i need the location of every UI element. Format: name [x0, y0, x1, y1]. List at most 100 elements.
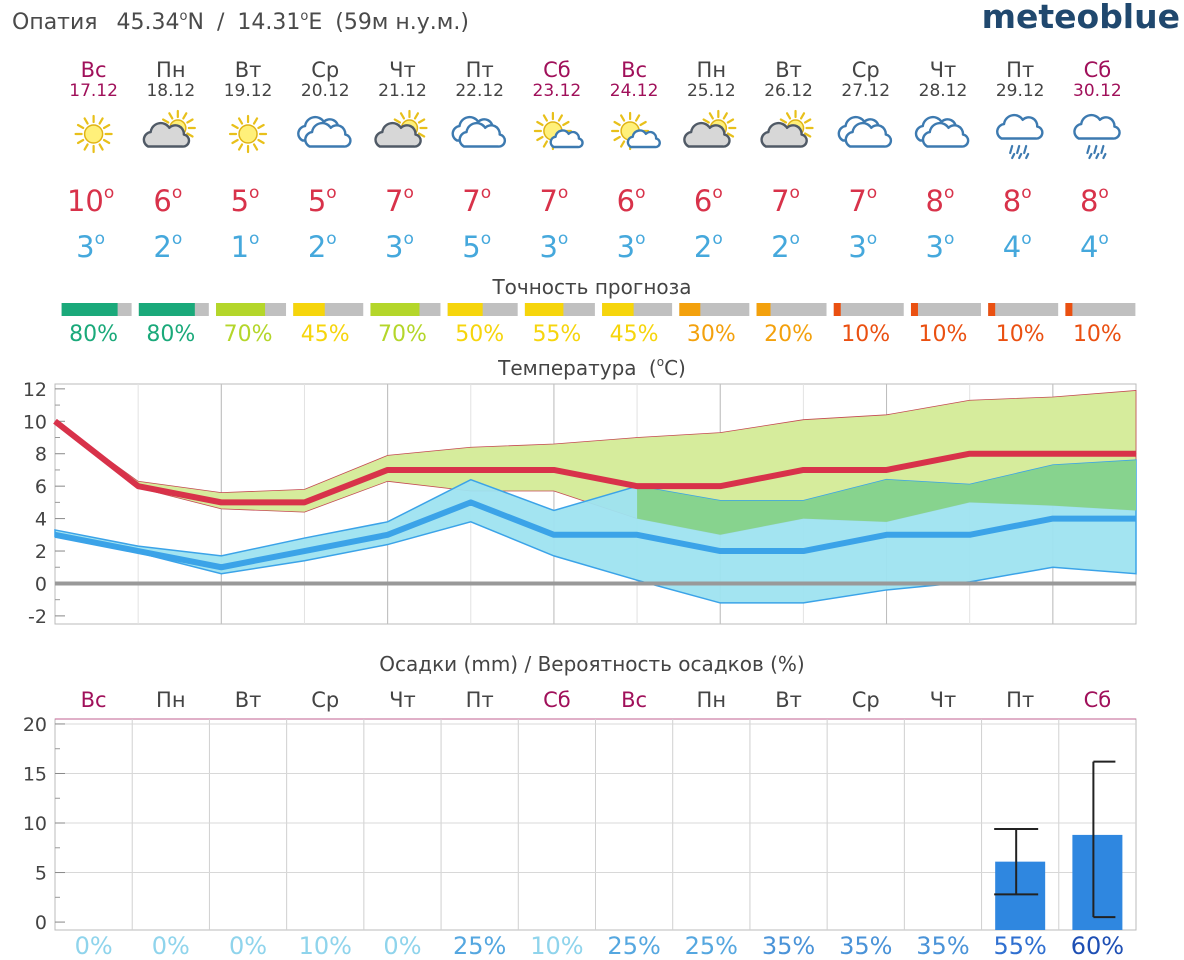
day-date: 21.12	[378, 81, 427, 101]
max-temp: 6o	[153, 183, 182, 218]
temperature-unit-letter: C)	[664, 356, 686, 380]
min-temp-point	[886, 534, 888, 536]
precipitation-probability: 0%	[383, 932, 421, 960]
sun-cloud-icon	[683, 109, 737, 148]
sun-ray	[413, 112, 420, 120]
max-temp-value: 10	[67, 184, 104, 218]
rain-drop	[1025, 152, 1030, 160]
max-temp-value: 7	[462, 184, 480, 218]
precip-day-name: Сб	[543, 688, 571, 712]
temperature-chart: -2 0 2 4 6 8 10 12	[23, 379, 1137, 628]
min-temp-point	[54, 534, 56, 536]
sun-ray	[231, 123, 239, 130]
temperature-title-text: Температура	[497, 356, 636, 380]
coord-separator: /	[217, 10, 225, 35]
sun-ray	[237, 143, 244, 151]
min-temp-point	[1135, 518, 1137, 520]
sun-cloud-icon	[142, 109, 196, 148]
sun-ray	[161, 118, 170, 124]
max-temp-point	[470, 469, 472, 471]
precipitation-probability: 35%	[762, 932, 815, 960]
precipitation-probability: 60%	[1071, 932, 1124, 960]
lat-hemisphere: N	[187, 10, 203, 35]
day-name: Пт	[466, 58, 494, 82]
accuracy-value: 80%	[69, 322, 118, 347]
accuracy-bar-fill	[679, 303, 701, 316]
precipitation-title: Осадки (mm) / Вероятность осадков (%)	[379, 652, 804, 676]
sun-ray	[620, 140, 626, 148]
sun-ray	[557, 114, 563, 122]
min-temp-value: 3	[926, 230, 944, 264]
accuracy-value: 45%	[610, 322, 659, 347]
max-temp-degree: o	[104, 183, 114, 203]
temperature-tick-label: 12	[23, 379, 47, 401]
max-temp: 5o	[231, 183, 260, 218]
cloud-shape	[458, 121, 506, 148]
min-temp-degree: o	[635, 229, 645, 249]
max-temp-degree: o	[481, 183, 491, 203]
min-temp-degree: o	[1098, 229, 1108, 249]
sun-ray	[231, 138, 239, 145]
precip-day-name: Вс	[81, 688, 107, 712]
rain-drop	[1016, 144, 1021, 155]
min-temp: 5o	[462, 229, 491, 264]
max-temp: 6o	[617, 183, 646, 218]
overlap-range-band	[637, 460, 1136, 535]
sun-ray	[83, 143, 89, 151]
max-temp-value: 5	[308, 184, 326, 218]
sun-cloud-icon	[374, 109, 428, 148]
precipitation-probability: 35%	[916, 932, 969, 960]
day-columns: Вс17.1210o3oПн18.126o2oВт19.125o1oСр20.1…	[67, 58, 1122, 264]
max-temp-point	[1052, 453, 1054, 455]
day-name: Вс	[621, 58, 647, 82]
day-name: Вт	[775, 58, 802, 82]
cloud-shape	[921, 121, 970, 148]
max-temp-line	[53, 418, 1136, 506]
temperature-tick-label: 2	[35, 541, 47, 563]
precip-day-name: Вт	[775, 688, 802, 712]
sun-cloud-icon	[760, 109, 814, 148]
day-date: 17.12	[69, 81, 118, 101]
sun-ray	[417, 118, 426, 124]
max-temp-point	[969, 453, 971, 455]
max-temp-value: 7	[385, 184, 403, 218]
max-temp: 8o	[926, 183, 955, 218]
sun-ray	[237, 117, 244, 125]
cloud-icon	[914, 115, 970, 148]
max-temp-degree: o	[249, 183, 259, 203]
day-date: 29.12	[996, 81, 1045, 101]
max-temp-value: 6	[153, 184, 171, 218]
max-temp-degree: o	[1098, 183, 1108, 203]
min-temp: 3o	[848, 229, 877, 264]
brand-logo: meteoblue	[982, 0, 1180, 36]
sun-ray	[620, 114, 626, 122]
day-name: Сб	[1084, 58, 1112, 82]
sun-ray	[536, 135, 544, 142]
temperature-unit-degree: o	[657, 355, 664, 369]
precipitation-probability: 0%	[75, 932, 113, 960]
accuracy-value: 55%	[532, 322, 581, 347]
min-temp-point	[137, 550, 139, 552]
sun-ray	[102, 123, 111, 130]
lon-degree: o	[300, 9, 308, 24]
sun-icon	[74, 114, 113, 154]
cloud-shape	[142, 121, 191, 148]
sun-ray	[562, 120, 570, 127]
day-date: 30.12	[1073, 81, 1122, 101]
sun-ray	[785, 112, 792, 120]
precip-day-name: Вс	[621, 688, 647, 712]
temperature-tick-label: 4	[35, 509, 47, 531]
sun-ray	[613, 135, 621, 142]
sun-ray	[803, 118, 812, 124]
sun-shape	[74, 114, 113, 154]
max-temp-point	[387, 469, 389, 471]
day-date: 18.12	[146, 81, 195, 101]
max-temp-value: 6	[617, 184, 635, 218]
precipitation-probability: 0%	[152, 932, 190, 960]
cloud-shape	[844, 121, 893, 148]
cloud-shape	[996, 113, 1044, 140]
max-temp-degree: o	[635, 183, 645, 203]
min-temp-value: 3	[617, 230, 635, 264]
min-temp-point	[387, 534, 389, 536]
min-temp: 3o	[617, 229, 646, 264]
